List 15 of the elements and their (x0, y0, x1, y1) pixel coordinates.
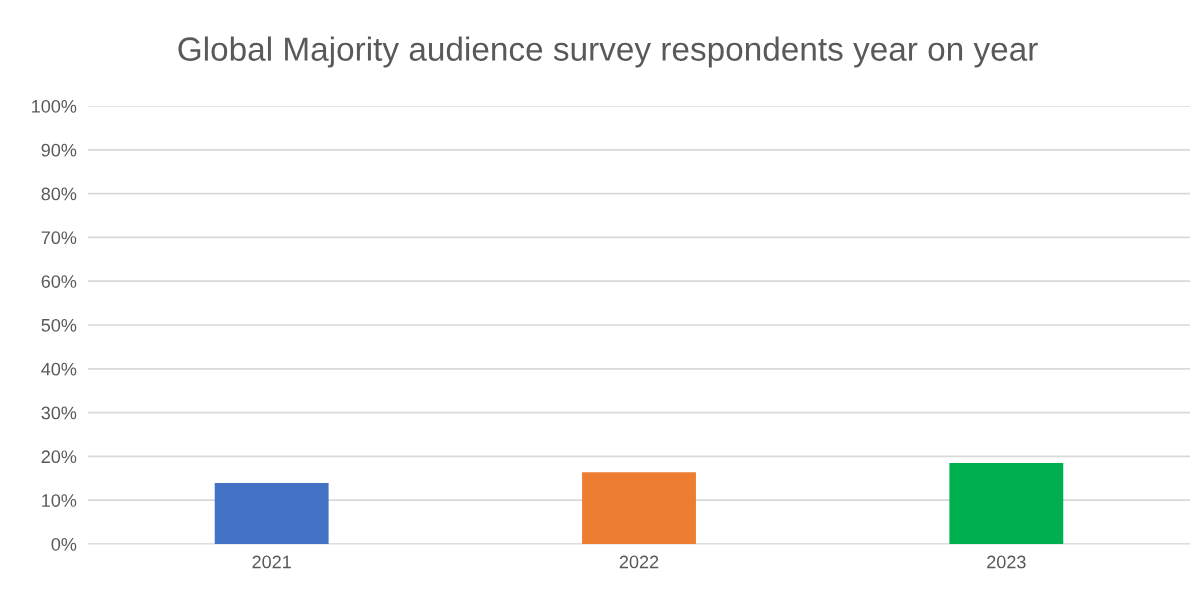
x-tick-label: 2022 (619, 555, 659, 569)
y-tick-label: 30% (41, 406, 77, 420)
chart-title: Global Majority audience survey respondents year on year (178, 36, 1038, 68)
y-tick-label: 20% (41, 450, 77, 464)
y-tick-label: 10% (42, 494, 77, 507)
y-tick-label: 60% (41, 275, 77, 288)
y-tick-label: 40% (41, 362, 77, 376)
x-tick-label: 2021 (252, 555, 291, 569)
y-tick-label: 100% (32, 99, 77, 113)
y-tick-label: 50% (41, 318, 77, 332)
y-tick-label: 0% (51, 537, 77, 551)
y-tick-label: 90% (41, 143, 77, 157)
y-tick-label: 70% (41, 231, 77, 245)
x-tick-label: 2023 (987, 555, 1026, 569)
y-tick-label: 80% (41, 187, 77, 201)
